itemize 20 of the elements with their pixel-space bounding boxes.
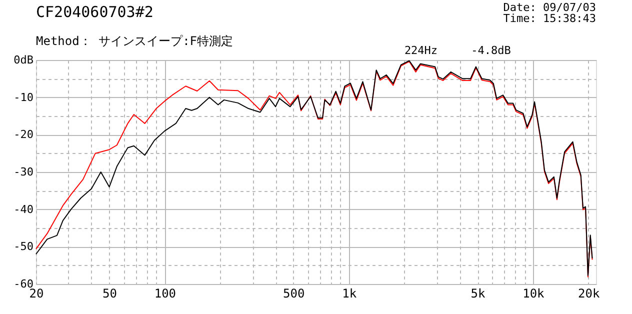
y-tick-label: -50 [14, 240, 34, 254]
y-tick-label: -40 [14, 202, 34, 216]
y-tick-label: -30 [14, 166, 34, 178]
y-tick-label: 0dB [14, 54, 34, 66]
x-tick-label: 1k [342, 286, 358, 300]
x-tick-label: 20 [29, 286, 44, 300]
text: -4.8dB [471, 44, 512, 57]
chart-title: CF204060703#2 [36, 3, 154, 21]
x-tick-label: 100 [154, 286, 176, 300]
x-tick-label: 10k [522, 286, 546, 300]
text: Date: 09/07/03 [503, 1, 596, 14]
x-tick-label: 500 [283, 286, 305, 300]
chart-subtitle: Method： サインスイープ:F特測定 [36, 34, 234, 48]
text: 224Hz [404, 44, 438, 57]
x-tick-label: 50 [102, 286, 117, 300]
text: Time: 15:38:43 [503, 12, 596, 25]
y-tick-label: -20 [14, 128, 34, 142]
x-tick-label: 20k [578, 286, 600, 300]
x-tick-label: 5k [470, 286, 486, 300]
y-tick-label: -10 [14, 90, 34, 104]
